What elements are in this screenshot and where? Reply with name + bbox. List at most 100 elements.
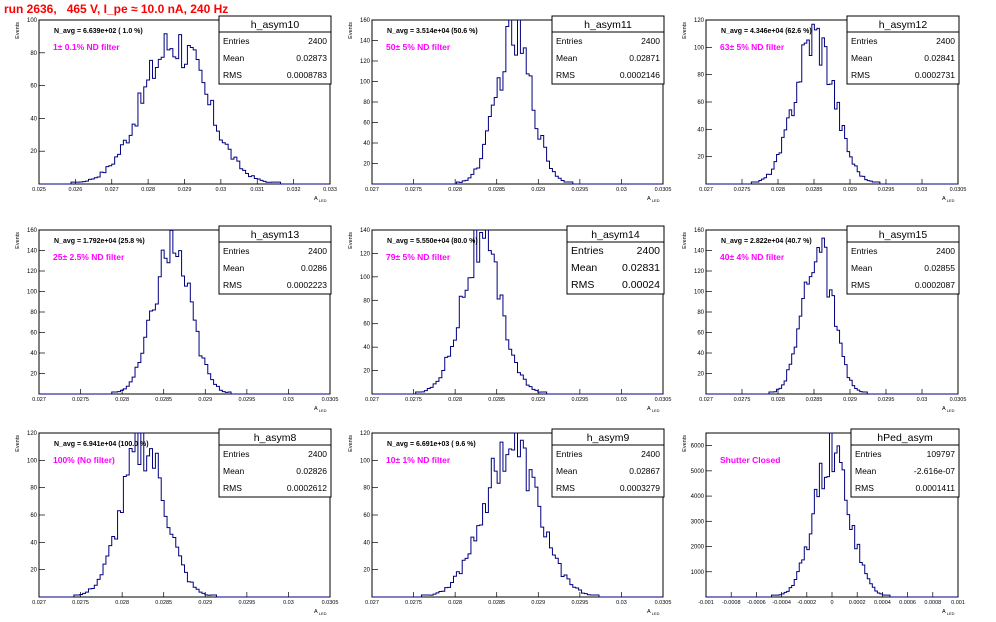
y-tick-label: 40: [30, 351, 37, 357]
histogram-line: [372, 432, 663, 598]
panel-hPed_asym: 1000 2000 3000 4000 5000 6000 -0.001 -0.0008 -0.…: [682, 428, 965, 616]
stats-mean-label: Mean: [571, 262, 597, 274]
stats-box: [218, 225, 332, 295]
histogram-line: [372, 229, 663, 395]
y-tick-label: 160: [360, 18, 371, 24]
x-tick-label: 0.028: [448, 187, 462, 193]
stats-mean-label: Mean: [855, 466, 877, 476]
stats-rms-label: RMS: [223, 280, 242, 290]
y-tick-label: 140: [360, 39, 371, 45]
x-tick-label: 0.03: [616, 397, 627, 403]
y-tick-label: 40: [697, 351, 704, 357]
x-tick-label: 0.0285: [488, 397, 505, 403]
x-tick-label: 0.028: [141, 187, 155, 193]
navg-text: N_avg = 6.941e+04 (100.0 %): [54, 441, 149, 448]
stats-box: [850, 428, 960, 498]
y-tick-label: 140: [360, 228, 371, 234]
x-tick-label: 0.03: [283, 600, 294, 606]
y-tick-label: 20: [30, 372, 37, 378]
panel-h_asym11: 20 40 60 80 100 120 140 160 0.027 0.0275 0.028 0.02…: [348, 15, 672, 203]
x-tick-label: 0.0295: [878, 397, 895, 403]
y-tick-label: 120: [27, 431, 38, 437]
stats-mean-label: Mean: [851, 53, 873, 63]
histogram-line: [706, 237, 958, 395]
x-tick-label: 0.027: [105, 187, 119, 193]
x-tick-label: 0.0275: [734, 397, 751, 403]
stats-entries-label: Entries: [223, 246, 249, 256]
y-axis-label: Events: [682, 232, 688, 249]
x-tick-label: 0.029: [531, 397, 545, 403]
x-tick-label: 0.0295: [571, 187, 588, 193]
run-title: run 2636, 465 V, I_pe ≈ 10.0 nA, 240 Hz: [4, 2, 229, 16]
x-tick-label: 0.0285: [488, 600, 505, 606]
x-tick-label: 0.027: [699, 187, 713, 193]
x-tick-label: 0.027: [32, 397, 46, 403]
x-tick-label: 0.029: [178, 187, 192, 193]
x-tick-label: 0.026: [68, 187, 82, 193]
y-tick-label: 5000: [691, 469, 705, 475]
stats-box: [551, 428, 665, 498]
y-tick-label: 40: [363, 141, 370, 147]
y-tick-label: 100: [694, 45, 705, 51]
y-tick-label: 2000: [691, 545, 705, 551]
y-tick-label: 20: [363, 162, 370, 168]
y-tick-label: 160: [27, 228, 38, 234]
x-tick-label: 0.0295: [878, 187, 895, 193]
stats-mean-label: Mean: [223, 263, 245, 273]
histogram-name: h_asym15: [879, 229, 928, 241]
y-tick-label: 100: [27, 458, 38, 464]
x-tick-label: 0.0295: [571, 600, 588, 606]
stats-entries-value: 2400: [308, 36, 327, 46]
stats-mean-label: Mean: [223, 53, 245, 63]
y-tick-label: 4000: [691, 494, 705, 500]
stats-box: [566, 225, 665, 295]
stats-entries-label: Entries: [851, 246, 877, 256]
x-axis-label: A LED: [647, 609, 660, 616]
y-tick-label: 120: [360, 251, 371, 257]
x-tick-label: 0.0305: [655, 397, 672, 403]
x-tick-label: 0.0285: [488, 187, 505, 193]
y-tick-label: 60: [30, 331, 37, 337]
y-tick-label: 100: [360, 275, 371, 281]
y-tick-label: 20: [30, 149, 37, 155]
y-tick-label: 60: [30, 84, 37, 90]
x-tick-label: 0.03: [917, 397, 928, 403]
stats-rms-label: RMS: [223, 483, 242, 493]
y-axis-label: Events: [682, 435, 688, 452]
y-tick-label: 40: [697, 127, 704, 133]
filter-label: 25± 2.5% ND filter: [53, 252, 125, 262]
x-tick-label: 0.001: [951, 600, 965, 606]
y-tick-label: 140: [27, 249, 38, 255]
x-tick-label: 0.0275: [405, 600, 422, 606]
y-tick-label: 20: [363, 568, 370, 574]
x-axis-label: A LED: [314, 196, 327, 203]
stats-rms-label: RMS: [851, 280, 870, 290]
stats-entries-value: 2400: [637, 245, 661, 257]
navg-text: N_avg = 3.514e+04 (50.6 %): [387, 28, 478, 35]
histogram-name: h_asym9: [587, 432, 630, 444]
x-tick-label: 0.025: [32, 187, 46, 193]
y-tick-label: 40: [363, 540, 370, 546]
x-tick-label: 0.0285: [806, 397, 823, 403]
x-tick-label: 0.029: [531, 187, 545, 193]
y-axis-label: Events: [348, 22, 354, 39]
histogram-name: h_asym13: [251, 229, 300, 241]
y-tick-label: 80: [697, 73, 704, 79]
y-tick-label: 80: [363, 100, 370, 106]
panel-h_asym15: 20 40 60 80 100 120 140 160 0.027 0.0275 0.028 0.02…: [682, 225, 966, 413]
x-tick-label: 0.0285: [806, 187, 823, 193]
x-tick-label: 0.0275: [72, 397, 89, 403]
x-tick-label: 0.0004: [874, 600, 891, 606]
x-tick-label: 0.0295: [238, 397, 255, 403]
stats-mean-value: 0.0286: [301, 263, 327, 273]
y-tick-label: 80: [363, 298, 370, 304]
x-tick-label: 0.0305: [655, 187, 672, 193]
y-tick-label: 60: [363, 121, 370, 127]
x-tick-label: 0.0305: [322, 397, 339, 403]
stats-rms-value: 0.0001411: [915, 483, 955, 493]
histogram-line: [706, 23, 958, 185]
x-tick-label: -0.0006: [747, 600, 766, 606]
x-tick-label: 0.029: [198, 600, 212, 606]
stats-rms-value: 0.0008783: [287, 70, 327, 80]
x-tick-label: 0.027: [699, 397, 713, 403]
